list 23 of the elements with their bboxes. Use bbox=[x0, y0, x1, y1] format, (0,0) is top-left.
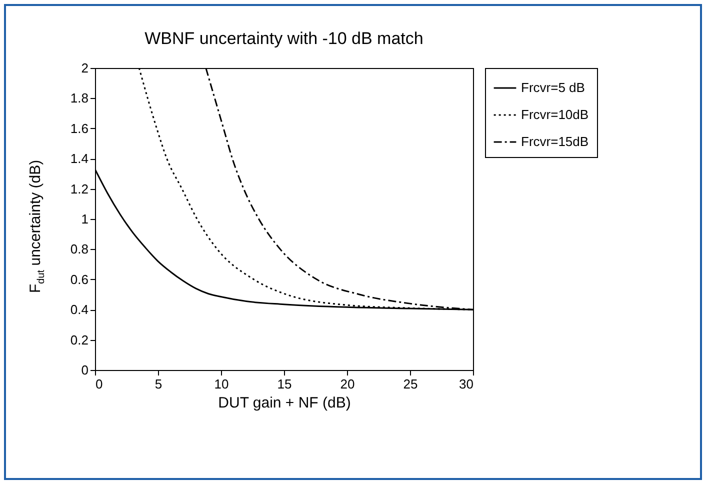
y-tick-label: 0.6 bbox=[70, 272, 88, 287]
x-tick-label: 30 bbox=[459, 376, 474, 392]
x-tick-label: 15 bbox=[277, 376, 292, 392]
x-tick-label: 10 bbox=[214, 376, 229, 392]
chart-title: WBNF uncertainty with -10 dB match bbox=[144, 29, 424, 48]
y-tick-label: 0.4 bbox=[70, 302, 88, 318]
y-tick-label: 1.6 bbox=[70, 120, 88, 136]
legend-label: Frcvr=10dB bbox=[521, 107, 589, 122]
y-tick-label: 1 bbox=[81, 212, 88, 226]
y-tick-label: 1.4 bbox=[70, 151, 88, 166]
legend-label: Frcvr=5 dB bbox=[521, 80, 585, 95]
y-tick-label: 0 bbox=[81, 362, 88, 378]
y-tick-label: 1.2 bbox=[70, 181, 88, 196]
x-tick-label: 5 bbox=[154, 376, 162, 392]
legend-label: Frcvr=15dB bbox=[521, 134, 589, 149]
x-tick-label: 0 bbox=[96, 376, 103, 392]
y-tick-label: 2 bbox=[81, 60, 88, 76]
x-tick-label: 25 bbox=[403, 376, 418, 392]
y-tick-label: 1.8 bbox=[70, 90, 88, 106]
y-tick-label: 0.2 bbox=[70, 332, 88, 348]
x-axis-title: DUT gain + NF (dB) bbox=[218, 394, 351, 412]
y-tick-label: 0.8 bbox=[70, 242, 88, 257]
x-tick-label: 20 bbox=[340, 376, 355, 392]
